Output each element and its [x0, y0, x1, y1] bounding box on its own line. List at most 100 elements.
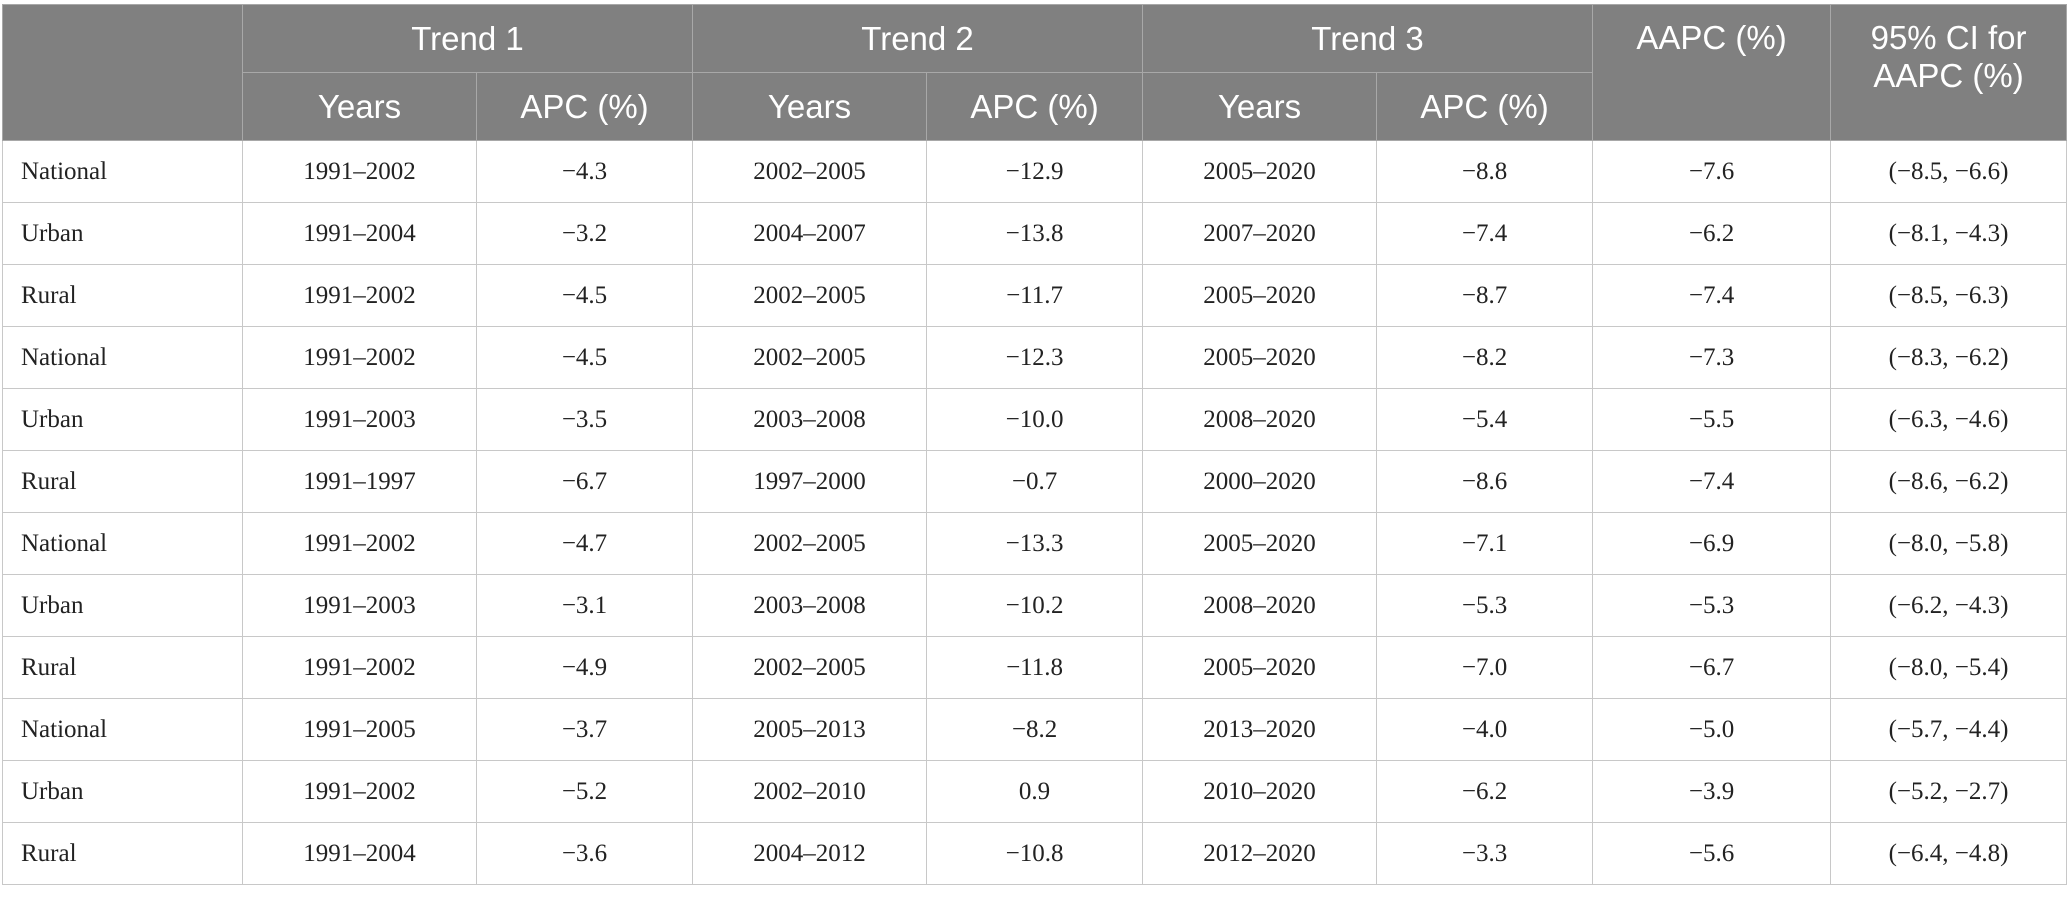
cell-trend-2-apc: −11.7 — [926, 264, 1144, 327]
cell-trend-2-apc: −8.2 — [926, 698, 1144, 761]
cell-trend-3-years: 2005–2020 — [1142, 140, 1378, 203]
cell-trend-1-apc: −4.5 — [475, 326, 694, 389]
header-empty-cell — [2, 4, 243, 141]
cell-trend-3-years: 2012–2020 — [1142, 822, 1378, 885]
cell-aapc: −6.9 — [1592, 512, 1832, 575]
cell-trend-2-years: 1997–2000 — [692, 450, 928, 513]
table-row: Rural 1991–1997 −6.7 1997–2000 −0.7 2000–2020… — [2, 450, 2068, 513]
cell-trend-3-apc: −7.0 — [1376, 636, 1594, 699]
cell-trend-2-apc: 0.9 — [926, 760, 1144, 823]
cell-trend-3-years: 2005–2020 — [1142, 326, 1378, 389]
header-ci: 95% CI for AAPC (%) — [1830, 4, 2068, 141]
table-row: National 1991–2002 −4.3 2002–2005 −12.9 2005–… — [2, 140, 2068, 203]
cell-trend-3-years: 2008–2020 — [1142, 574, 1378, 637]
cell-trend-3-years: 2000–2020 — [1142, 450, 1378, 513]
cell-trend-3-apc: −6.2 — [1376, 760, 1594, 823]
cell-trend-1-apc: −4.3 — [475, 140, 694, 203]
cell-trend-2-years: 2002–2005 — [692, 636, 928, 699]
cell-trend-2-apc: −13.3 — [926, 512, 1144, 575]
cell-region: National — [2, 326, 243, 389]
cell-aapc: −6.7 — [1592, 636, 1832, 699]
header-trend-1-years: Years — [242, 72, 477, 141]
table-row: Urban 1991–2004 −3.2 2004–2007 −13.8 2007–202… — [2, 202, 2068, 265]
cell-trend-3-apc: −8.8 — [1376, 140, 1594, 203]
cell-aapc: −7.4 — [1592, 264, 1832, 327]
cell-trend-1-years: 1991–2002 — [242, 760, 477, 823]
cell-ci: (−5.2, −2.7) — [1830, 760, 2068, 823]
cell-ci: (−8.0, −5.4) — [1830, 636, 2068, 699]
cell-trend-3-apc: −8.7 — [1376, 264, 1594, 327]
cell-ci: (−6.2, −4.3) — [1830, 574, 2068, 637]
cell-trend-2-apc: −10.2 — [926, 574, 1144, 637]
cell-trend-3-apc: −4.0 — [1376, 698, 1594, 761]
header-trend-3-years: Years — [1142, 72, 1378, 141]
header-ci-line2: AAPC (%) — [1873, 57, 2024, 94]
cell-trend-2-apc: −11.8 — [926, 636, 1144, 699]
cell-region: National — [2, 698, 243, 761]
cell-aapc: −3.9 — [1592, 760, 1832, 823]
header-ci-line1: 95% CI for — [1870, 19, 2027, 56]
cell-region: Rural — [2, 450, 243, 513]
cell-aapc: −5.6 — [1592, 822, 1832, 885]
cell-trend-1-years: 1991–2002 — [242, 264, 477, 327]
table-row: Rural 1991–2004 −3.6 2004–2012 −10.8 2012–202… — [2, 822, 2068, 885]
table-row: Urban 1991–2002 −5.2 2002–2010 0.9 2010–2020−… — [2, 760, 2068, 823]
cell-trend-1-years: 1991–2004 — [242, 202, 477, 265]
cell-aapc: −7.4 — [1592, 450, 1832, 513]
header-trend-3: Trend 3 — [1142, 4, 1594, 73]
header-trend-2: Trend 2 — [692, 4, 1144, 73]
table-row: National 1991–2002 −4.7 2002–2005 −13.3 2005–… — [2, 512, 2068, 575]
cell-trend-2-apc: −10.8 — [926, 822, 1144, 885]
cell-aapc: −5.0 — [1592, 698, 1832, 761]
cell-aapc: −5.3 — [1592, 574, 1832, 637]
cell-trend-2-years: 2002–2005 — [692, 140, 928, 203]
cell-trend-1-apc: −3.5 — [475, 388, 694, 451]
cell-trend-1-apc: −5.2 — [475, 760, 694, 823]
cell-ci: (−8.3, −6.2) — [1830, 326, 2068, 389]
cell-trend-2-apc: −0.7 — [926, 450, 1144, 513]
cell-ci: (−8.5, −6.3) — [1830, 264, 2068, 327]
cell-trend-3-years: 2005–2020 — [1142, 636, 1378, 699]
cell-trend-2-apc: −10.0 — [926, 388, 1144, 451]
cell-ci: (−6.3, −4.6) — [1830, 388, 2068, 451]
cell-trend-1-apc: −4.5 — [475, 264, 694, 327]
header-trend-1-apc: APC (%) — [475, 72, 694, 141]
cell-trend-1-years: 1991–2003 — [242, 388, 477, 451]
header-aapc-label: AAPC (%) — [1636, 19, 1787, 56]
cell-aapc: −7.3 — [1592, 326, 1832, 389]
cell-trend-3-apc: −8.6 — [1376, 450, 1594, 513]
cell-trend-1-years: 1991–2005 — [242, 698, 477, 761]
cell-trend-2-apc: −12.9 — [926, 140, 1144, 203]
cell-region: Urban — [2, 388, 243, 451]
table-row: Rural 1991–2002 −4.9 2002–2005 −11.8 2005–202… — [2, 636, 2068, 699]
header-trend-3-apc: APC (%) — [1376, 72, 1594, 141]
cell-ci: (−8.6, −6.2) — [1830, 450, 2068, 513]
header-trend-2-apc: APC (%) — [926, 72, 1144, 141]
table-row: Urban 1991–2003 −3.5 2003–2008 −10.0 2008–202… — [2, 388, 2068, 451]
cell-trend-2-years: 2004–2012 — [692, 822, 928, 885]
cell-region: Urban — [2, 760, 243, 823]
table-row: Urban 1991–2003 −3.1 2003–2008 −10.2 2008–202… — [2, 574, 2068, 637]
cell-trend-3-years: 2005–2020 — [1142, 264, 1378, 327]
cell-trend-3-years: 2005–2020 — [1142, 512, 1378, 575]
cell-trend-1-apc: −4.9 — [475, 636, 694, 699]
header-trend-2-years: Years — [692, 72, 928, 141]
cell-trend-1-apc: −6.7 — [475, 450, 694, 513]
cell-trend-2-apc: −13.8 — [926, 202, 1144, 265]
cell-trend-2-years: 2004–2007 — [692, 202, 928, 265]
cell-ci: (−8.1, −4.3) — [1830, 202, 2068, 265]
cell-region: Rural — [2, 822, 243, 885]
cell-region: Rural — [2, 264, 243, 327]
cell-trend-3-apc: −8.2 — [1376, 326, 1594, 389]
cell-trend-3-apc: −3.3 — [1376, 822, 1594, 885]
cell-trend-3-years: 2007–2020 — [1142, 202, 1378, 265]
cell-ci: (−6.4, −4.8) — [1830, 822, 2068, 885]
cell-region: Rural — [2, 636, 243, 699]
cell-trend-1-apc: −3.6 — [475, 822, 694, 885]
cell-aapc: −6.2 — [1592, 202, 1832, 265]
cell-trend-2-years: 2002–2005 — [692, 264, 928, 327]
table-row: National 1991–2005 −3.7 2005–2013 −8.2 2013–2… — [2, 698, 2068, 761]
cell-trend-1-apc: −3.7 — [475, 698, 694, 761]
cell-region: National — [2, 140, 243, 203]
cell-trend-1-years: 1991–2002 — [242, 512, 477, 575]
